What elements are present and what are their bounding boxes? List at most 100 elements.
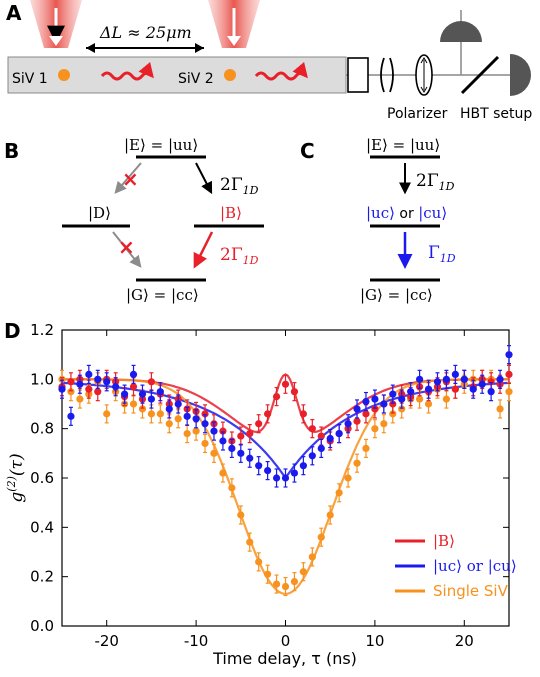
data-point [344, 468, 352, 488]
marker [103, 410, 111, 418]
marker [165, 420, 173, 428]
data-point [362, 391, 370, 412]
marker [424, 385, 433, 393]
y-tick-label: 1.2 [30, 321, 54, 339]
marker [255, 420, 263, 428]
data-point [344, 414, 352, 434]
marker [281, 380, 290, 388]
x-tick-label: -10 [184, 632, 209, 650]
detector-right [510, 54, 531, 96]
marker [451, 385, 459, 393]
data-points [58, 345, 513, 597]
y-axis-label: g(2)(τ) [5, 453, 27, 502]
data-point [255, 456, 263, 476]
marker [326, 434, 334, 443]
marker [496, 405, 504, 413]
marker [317, 444, 325, 452]
data-point [192, 409, 200, 429]
data-point [237, 443, 245, 463]
marker [371, 425, 379, 433]
lens-right [389, 57, 394, 93]
polarizer-label: Polarizer [387, 106, 448, 122]
y-tick-label: 0.4 [30, 518, 54, 536]
marker [478, 380, 486, 388]
data-point [335, 483, 343, 503]
level-b-label: |B⟩ [220, 204, 242, 222]
data-point [94, 369, 102, 389]
level-e-label: |E⟩ = |uu⟩ [124, 136, 198, 154]
data-point [156, 404, 164, 424]
siv2-dot [224, 69, 236, 81]
marker [165, 405, 173, 413]
marker [219, 437, 227, 445]
data-point [326, 505, 334, 525]
data-point [147, 372, 155, 392]
marker [156, 410, 164, 418]
marker [255, 558, 263, 566]
data-point [210, 421, 218, 441]
data-point [264, 404, 272, 424]
panel-a-letter: A [6, 1, 22, 25]
data-point [353, 453, 361, 473]
data-point [192, 421, 200, 441]
data-point [129, 364, 138, 384]
data-point [156, 382, 164, 402]
marker [272, 393, 281, 401]
data-point [272, 574, 281, 594]
marker [67, 388, 75, 396]
legend-label: |uc⟩ or |cu⟩ [433, 557, 517, 575]
data-point [460, 369, 468, 389]
marker [210, 449, 218, 457]
data-point [290, 571, 299, 592]
marker [398, 395, 406, 403]
data-point [451, 364, 459, 384]
panel-d-letter: D [4, 319, 21, 343]
data-point [299, 456, 307, 476]
marker [424, 400, 433, 408]
marker [505, 370, 513, 378]
data-point [487, 382, 495, 402]
marker [67, 412, 75, 420]
marker [228, 444, 236, 452]
data-point [371, 389, 379, 409]
data-point [353, 399, 361, 419]
photon-wave-1 [100, 61, 154, 81]
data-point [380, 414, 388, 434]
marker [389, 400, 397, 408]
data-point [201, 414, 209, 434]
data-point [299, 562, 307, 582]
marker [317, 432, 325, 440]
marker [246, 430, 254, 438]
level-middle-c-label: |uc⟩ or |cu⟩ [366, 204, 447, 222]
marker [129, 400, 138, 408]
marker [112, 383, 120, 391]
marker [272, 580, 281, 588]
data-point [237, 426, 245, 446]
data-point [120, 384, 129, 404]
marker [469, 385, 477, 393]
marker [487, 388, 495, 396]
data-point [264, 461, 272, 481]
data-point [389, 384, 397, 404]
data-point [371, 419, 379, 439]
marker [85, 370, 93, 378]
data-point [147, 389, 155, 409]
legend-label: Single SiV [433, 582, 509, 600]
data-point [103, 372, 111, 392]
x-tick-label: 20 [455, 632, 474, 650]
panel-d: D -20 -10 0 10 20 0.0 0.2 0.4 0.6 0.8 1.0 1.2 g(2)(… [4, 319, 517, 668]
data-point [407, 382, 415, 402]
marker [129, 370, 138, 378]
marker [237, 432, 245, 440]
marker [201, 420, 209, 428]
marker [389, 390, 397, 398]
data-point [129, 394, 138, 414]
x-tick-label: -20 [94, 632, 119, 650]
marker [156, 388, 164, 396]
spacing-arrowhead-left [86, 43, 95, 53]
marker [380, 400, 388, 408]
polarizer-axis-arrows [420, 57, 428, 93]
data-point [228, 478, 236, 498]
marker [335, 430, 343, 438]
